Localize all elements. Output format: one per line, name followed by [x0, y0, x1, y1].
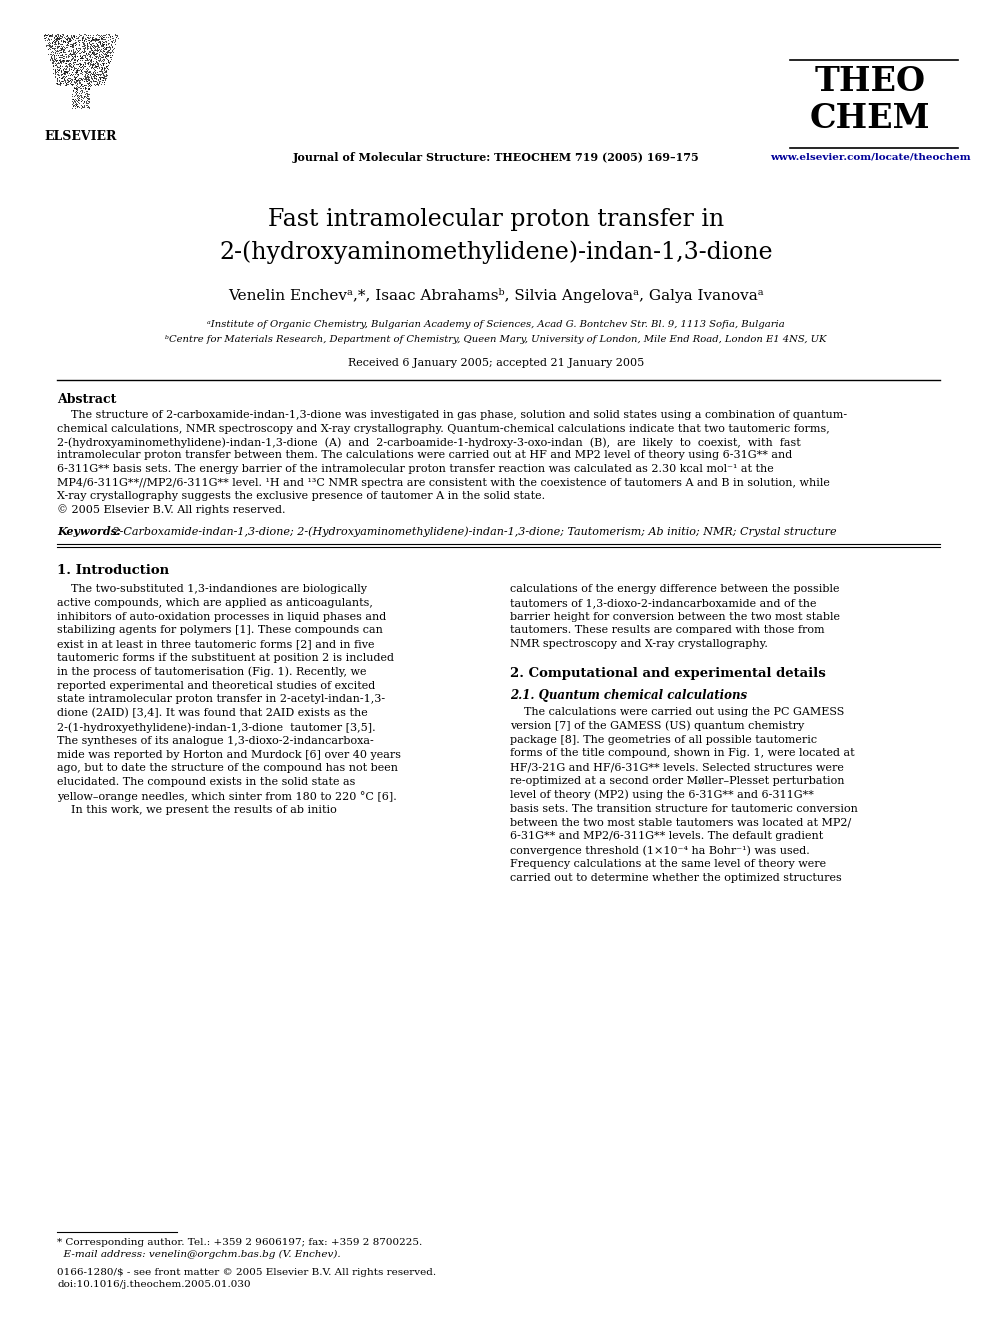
Text: 2-(hydroxyaminomethylidene)-indan-1,3-dione: 2-(hydroxyaminomethylidene)-indan-1,3-di…	[219, 239, 773, 263]
Text: Fast intramolecular proton transfer in: Fast intramolecular proton transfer in	[268, 208, 724, 232]
Text: ago, but to date the structure of the compound has not been: ago, but to date the structure of the co…	[57, 763, 398, 774]
Text: 6-31G** and MP2/6-311G** levels. The default gradient: 6-31G** and MP2/6-311G** levels. The def…	[510, 831, 823, 841]
Text: 2-(1-hydroxyethylidene)-indan-1,3-dione  tautomer [3,5].: 2-(1-hydroxyethylidene)-indan-1,3-dione …	[57, 722, 376, 733]
Text: The syntheses of its analogue 1,3-dioxo-2-indancarboxa-: The syntheses of its analogue 1,3-dioxo-…	[57, 736, 374, 746]
Text: version [7] of the GAMESS (US) quantum chemistry: version [7] of the GAMESS (US) quantum c…	[510, 721, 805, 732]
Text: ᵃInstitute of Organic Chemistry, Bulgarian Academy of Sciences, Acad G. Bontchev: ᵃInstitute of Organic Chemistry, Bulgari…	[207, 320, 785, 329]
Text: * Corresponding author. Tel.: +359 2 9606197; fax: +359 2 8700225.: * Corresponding author. Tel.: +359 2 960…	[57, 1238, 423, 1248]
Text: CHEM: CHEM	[809, 102, 930, 135]
Text: chemical calculations, NMR spectroscopy and X-ray crystallography. Quantum-chemi: chemical calculations, NMR spectroscopy …	[57, 423, 829, 434]
Text: intramolecular proton transfer between them. The calculations were carried out a: intramolecular proton transfer between t…	[57, 451, 793, 460]
Text: The two-substituted 1,3-indandiones are biologically: The two-substituted 1,3-indandiones are …	[57, 583, 367, 594]
Text: Frequency calculations at the same level of theory were: Frequency calculations at the same level…	[510, 859, 826, 869]
Text: Received 6 January 2005; accepted 21 January 2005: Received 6 January 2005; accepted 21 Jan…	[348, 359, 644, 368]
Text: basis sets. The transition structure for tautomeric conversion: basis sets. The transition structure for…	[510, 803, 858, 814]
Text: elucidated. The compound exists in the solid state as: elucidated. The compound exists in the s…	[57, 777, 355, 787]
Text: forms of the title compound, shown in Fig. 1, were located at: forms of the title compound, shown in Fi…	[510, 749, 855, 758]
Text: E-mail address: venelin@orgchm.bas.bg (V. Enchev).: E-mail address: venelin@orgchm.bas.bg (V…	[57, 1250, 340, 1259]
Text: 2-Carboxamide-indan-1,3-dione; 2-(Hydroxyaminomethylidene)-indan-1,3-dione; Taut: 2-Carboxamide-indan-1,3-dione; 2-(Hydrox…	[109, 527, 836, 537]
Text: X-ray crystallography suggests the exclusive presence of tautomer A in the solid: X-ray crystallography suggests the exclu…	[57, 491, 546, 501]
Text: THEO: THEO	[814, 65, 926, 98]
Text: 2. Computational and experimental details: 2. Computational and experimental detail…	[510, 667, 825, 680]
Text: mide was reported by Horton and Murdock [6] over 40 years: mide was reported by Horton and Murdock …	[57, 750, 401, 759]
Text: exist in at least in three tautomeric forms [2] and in five: exist in at least in three tautomeric fo…	[57, 639, 375, 650]
Text: tautomeric forms if the substituent at position 2 is included: tautomeric forms if the substituent at p…	[57, 654, 394, 663]
Text: dione (2AID) [3,4]. It was found that 2AID exists as the: dione (2AID) [3,4]. It was found that 2A…	[57, 708, 368, 718]
Text: Journal of Molecular Structure: THEOCHEM 719 (2005) 169–175: Journal of Molecular Structure: THEOCHEM…	[293, 152, 699, 163]
Text: inhibitors of auto-oxidation processes in liquid phases and: inhibitors of auto-oxidation processes i…	[57, 611, 386, 622]
Text: 6-311G** basis sets. The energy barrier of the intramolecular proton transfer re: 6-311G** basis sets. The energy barrier …	[57, 464, 774, 474]
Text: level of theory (MP2) using the 6-31G** and 6-311G**: level of theory (MP2) using the 6-31G** …	[510, 790, 813, 800]
Text: tautomers of 1,3-dioxo-2-indancarboxamide and of the: tautomers of 1,3-dioxo-2-indancarboxamid…	[510, 598, 816, 607]
Text: www.elsevier.com/locate/theochem: www.elsevier.com/locate/theochem	[770, 153, 970, 161]
Text: © 2005 Elsevier B.V. All rights reserved.: © 2005 Elsevier B.V. All rights reserved…	[57, 504, 286, 515]
Text: MP4/6-311G**//MP2/6-311G** level. ¹H and ¹³C NMR spectra are consistent with the: MP4/6-311G**//MP2/6-311G** level. ¹H and…	[57, 478, 830, 487]
Text: 2-(hydroxyaminomethylidene)-indan-1,3-dione  (A)  and  2-carboamide-1-hydroxy-3-: 2-(hydroxyaminomethylidene)-indan-1,3-di…	[57, 437, 801, 447]
Text: 0166-1280/$ - see front matter © 2005 Elsevier B.V. All rights reserved.: 0166-1280/$ - see front matter © 2005 El…	[57, 1267, 436, 1277]
Text: 1. Introduction: 1. Introduction	[57, 564, 169, 577]
Text: stabilizing agents for polymers [1]. These compounds can: stabilizing agents for polymers [1]. The…	[57, 626, 383, 635]
Text: in the process of tautomerisation (Fig. 1). Recently, we: in the process of tautomerisation (Fig. …	[57, 667, 366, 677]
Text: yellow–orange needles, which sinter from 180 to 220 °C [6].: yellow–orange needles, which sinter from…	[57, 791, 397, 802]
Text: Abstract: Abstract	[57, 393, 116, 406]
Text: calculations of the energy difference between the possible: calculations of the energy difference be…	[510, 583, 839, 594]
Text: The structure of 2-carboxamide-indan-1,3-dione was investigated in gas phase, so: The structure of 2-carboxamide-indan-1,3…	[57, 410, 847, 419]
Text: Venelin Enchevᵃ,*, Isaac Abrahamsᵇ, Silvia Angelovaᵃ, Galya Ivanovaᵃ: Venelin Enchevᵃ,*, Isaac Abrahamsᵇ, Silv…	[228, 288, 764, 303]
Text: state intramolecular proton transfer in 2-acetyl-indan-1,3-: state intramolecular proton transfer in …	[57, 695, 385, 704]
Text: In this work, we present the results of ab initio: In this work, we present the results of …	[57, 804, 336, 815]
Text: NMR spectroscopy and X-ray crystallography.: NMR spectroscopy and X-ray crystallograp…	[510, 639, 768, 650]
Text: barrier height for conversion between the two most stable: barrier height for conversion between th…	[510, 611, 840, 622]
Text: ELSEVIER: ELSEVIER	[45, 130, 117, 143]
Text: reported experimental and theoretical studies of excited: reported experimental and theoretical st…	[57, 680, 375, 691]
Text: HF/3-21G and HF/6-31G** levels. Selected structures were: HF/3-21G and HF/6-31G** levels. Selected…	[510, 762, 844, 773]
Text: ᵇCentre for Materials Research, Department of Chemistry, Queen Mary, University : ᵇCentre for Materials Research, Departme…	[166, 335, 826, 344]
Text: package [8]. The geometries of all possible tautomeric: package [8]. The geometries of all possi…	[510, 734, 817, 745]
Text: 2.1. Quantum chemical calculations: 2.1. Quantum chemical calculations	[510, 689, 747, 703]
Text: convergence threshold (1×10⁻⁴ ha Bohr⁻¹) was used.: convergence threshold (1×10⁻⁴ ha Bohr⁻¹)…	[510, 845, 809, 856]
Text: between the two most stable tautomers was located at MP2/: between the two most stable tautomers wa…	[510, 818, 851, 827]
Text: doi:10.1016/j.theochem.2005.01.030: doi:10.1016/j.theochem.2005.01.030	[57, 1279, 251, 1289]
Text: re-optimized at a second order Møller–Plesset perturbation: re-optimized at a second order Møller–Pl…	[510, 777, 844, 786]
Text: active compounds, which are applied as anticoagulants,: active compounds, which are applied as a…	[57, 598, 373, 607]
Text: Keywords:: Keywords:	[57, 527, 121, 537]
Text: tautomers. These results are compared with those from: tautomers. These results are compared wi…	[510, 626, 824, 635]
Text: The calculations were carried out using the PC GAMESS: The calculations were carried out using …	[510, 706, 844, 717]
Text: carried out to determine whether the optimized structures: carried out to determine whether the opt…	[510, 873, 842, 882]
